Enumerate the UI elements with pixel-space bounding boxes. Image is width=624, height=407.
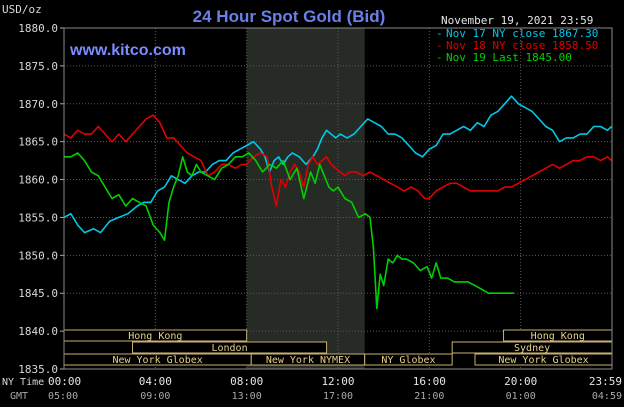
unit-label: USD/oz — [2, 3, 42, 16]
x-tick-label: 04:00 — [139, 375, 172, 388]
legend-entry: Nov 19 Last 1845.00 — [446, 51, 572, 64]
gmt-tick-label: 13:00 — [232, 391, 262, 402]
nymex-shaded-region — [246, 28, 365, 369]
date-label: November 19, 2021 23:59 — [441, 14, 593, 27]
session-label: New York Globex — [112, 355, 202, 366]
y-tick-label: 1840.0 — [18, 325, 58, 338]
gmt-label: GMT — [10, 391, 28, 402]
session-box — [364, 353, 453, 366]
x-tick-label: 23:59 — [589, 375, 622, 388]
x-tick-label: 16:00 — [413, 375, 446, 388]
legend-entry: Nov 18 NY close 1858.50 — [446, 39, 598, 52]
plot-frame — [63, 27, 613, 370]
y-axis-ticks: 1880.0 1875.0 1870.0 1865.0 1860.0 1855.0 1850… — [18, 22, 64, 376]
series-line — [64, 152, 514, 310]
gmt-tick-label: 21:00 — [414, 391, 444, 402]
gmt-tick-label: 17:00 — [323, 391, 353, 402]
gmt-tick-label: 01:00 — [506, 391, 536, 402]
y-tick-label: 1875.0 — [18, 60, 58, 73]
ny-time-label: NY Time — [2, 377, 44, 388]
series-lines — [63, 95, 613, 310]
y-tick-label: 1835.0 — [18, 363, 58, 376]
session-label: Sydney — [514, 343, 550, 354]
legend-dash: - — [436, 27, 443, 40]
y-tick-label: 1845.0 — [18, 287, 58, 300]
session-label: New York NYMEX — [266, 355, 350, 366]
y-tick-label: 1850.0 — [18, 249, 58, 262]
x-axis-ticks: 00:00 05:00 04:00 09:00 08:00 13:00 12:00 17:00… — [48, 375, 622, 402]
session-label: Hong Kong — [128, 331, 182, 342]
y-tick-label: 1870.0 — [18, 98, 58, 111]
chart-title: 24 Hour Spot Gold (Bid) — [193, 7, 386, 26]
legend-dash: - — [436, 39, 443, 52]
gmt-tick-label: 09:00 — [140, 391, 170, 402]
y-tick-label: 1880.0 — [18, 22, 58, 35]
x-tick-label: 00:00 — [48, 375, 81, 388]
gmt-tick-label: 04:59 — [592, 391, 622, 402]
legend-dash: - — [436, 51, 443, 64]
gmt-tick-label: 05:00 — [48, 391, 78, 402]
series-line — [63, 95, 613, 234]
legend: - Nov 17 NY close 1867.30- Nov 18 NY close… — [436, 27, 598, 64]
session-label: NY Globex — [381, 355, 435, 366]
session-label: London — [211, 343, 247, 354]
x-tick-label: 08:00 — [230, 375, 263, 388]
watermark: www.kitco.com — [69, 42, 186, 59]
session-box — [132, 341, 328, 354]
series-line — [63, 114, 613, 207]
y-tick-label: 1860.0 — [18, 174, 58, 187]
legend-entry: Nov 17 NY close 1867.30 — [446, 27, 598, 40]
x-tick-label: 12:00 — [321, 375, 354, 388]
x-tick-label: 20:00 — [504, 375, 537, 388]
y-tick-label: 1855.0 — [18, 211, 58, 224]
session-label: Hong Kong — [531, 331, 585, 342]
session-label: New York Globex — [498, 355, 588, 366]
y-tick-label: 1865.0 — [18, 136, 58, 149]
